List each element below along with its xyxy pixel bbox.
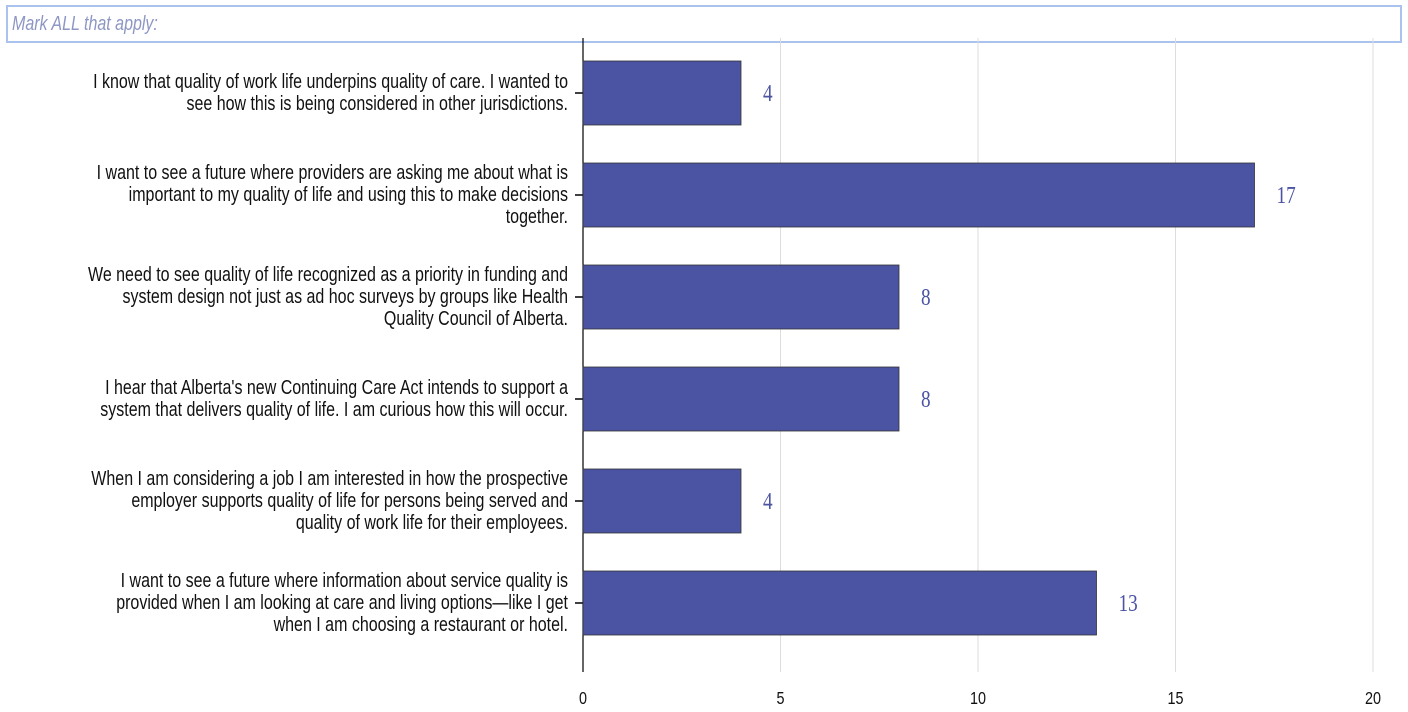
category-label: We need to see quality of life recognize… (88, 264, 568, 330)
x-tick-label: 10 (970, 689, 986, 709)
category-label: I want to see a future where providers a… (96, 162, 568, 228)
category-label: I want to see a future where information… (116, 570, 568, 636)
x-tick-label: 5 (776, 689, 784, 709)
value-label: 13 (1119, 590, 1138, 617)
bar (582, 162, 1255, 228)
bar (582, 60, 742, 126)
x-tick-label: 20 (1365, 689, 1381, 709)
placeholder: Mark ALL that apply: (12, 13, 158, 35)
value-label: 8 (921, 284, 931, 311)
category-label: I know that quality of work life underpi… (93, 71, 568, 115)
value-label: 8 (921, 386, 931, 413)
x-tick-label: 15 (1167, 689, 1183, 709)
category-label: I hear that Alberta's new Continuing Car… (100, 377, 568, 421)
category-label: When I am considering a job I am interes… (91, 468, 568, 534)
value-label: 4 (763, 80, 773, 107)
bar (582, 468, 742, 534)
bar (582, 366, 900, 432)
bar (582, 264, 900, 330)
value-label: 4 (763, 488, 773, 515)
text-input[interactable]: Mark ALL that apply: (6, 5, 1402, 43)
x-tick-label: 0 (579, 689, 587, 709)
value-label: 17 (1277, 182, 1296, 209)
bar (582, 570, 1097, 636)
